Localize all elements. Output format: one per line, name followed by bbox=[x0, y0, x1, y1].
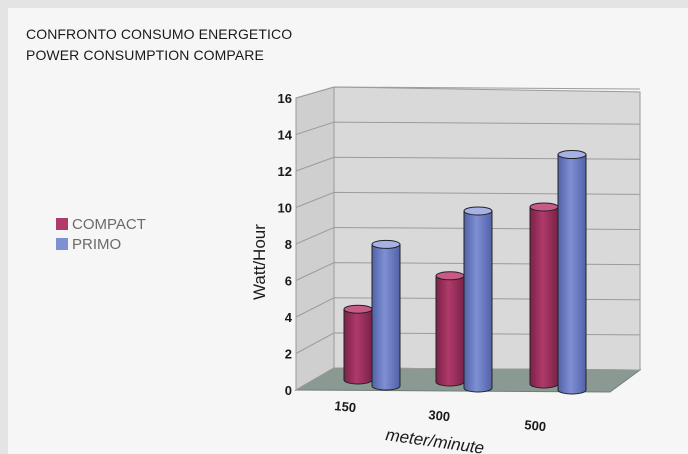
bar-primo-150 bbox=[371, 239, 401, 391]
legend-swatch-compact bbox=[56, 218, 68, 230]
legend-item-compact: COMPACT bbox=[56, 214, 146, 234]
bar-body bbox=[463, 210, 493, 393]
y-tick-label: 8 bbox=[285, 237, 292, 252]
title-italian: CONFRONTO CONSUMO ENERGETICO bbox=[26, 26, 293, 42]
bar-top bbox=[463, 206, 493, 216]
chart-legend: COMPACT PRIMO bbox=[56, 214, 146, 254]
bar-top bbox=[343, 304, 373, 314]
x-axis-label: meter/minute bbox=[384, 425, 485, 454]
y-tick-label: 12 bbox=[278, 164, 292, 179]
y-tick-label: 10 bbox=[278, 201, 292, 216]
bar-body bbox=[529, 206, 559, 389]
bar-top bbox=[529, 202, 559, 212]
title-english: POWER CONSUMPTION COMPARE bbox=[26, 47, 264, 63]
bar-compact-500 bbox=[529, 202, 559, 389]
x-tick-label: 500 bbox=[524, 417, 547, 434]
bar-body bbox=[343, 308, 373, 385]
legend-item-primo: PRIMO bbox=[56, 234, 146, 254]
chart-titles: CONFRONTO CONSUMO ENERGETICO POWER CONSU… bbox=[26, 24, 292, 66]
bar-body bbox=[557, 154, 587, 395]
legend-swatch-primo bbox=[56, 238, 68, 250]
gridline bbox=[295, 156, 641, 172]
legend-label-compact: COMPACT bbox=[72, 215, 146, 233]
gridline bbox=[295, 86, 641, 99]
legend-label-primo: PRIMO bbox=[72, 235, 122, 253]
bar-top bbox=[557, 150, 587, 160]
gridline bbox=[295, 121, 641, 135]
bar-compact-300 bbox=[435, 271, 465, 387]
bar-body bbox=[435, 275, 465, 387]
y-tick-label: 6 bbox=[285, 274, 292, 289]
bar-compact-150 bbox=[343, 304, 373, 385]
x-tick-label: 300 bbox=[428, 407, 451, 424]
y-axis-label: Watt/Hour bbox=[250, 224, 269, 300]
bar-top bbox=[371, 239, 401, 249]
bar-body bbox=[371, 243, 401, 391]
y-tick-label: 4 bbox=[285, 310, 293, 325]
y-tick-label: 2 bbox=[285, 347, 292, 362]
y-tick-label: 16 bbox=[278, 91, 292, 106]
y-tick-label: 0 bbox=[285, 383, 292, 398]
bar-top bbox=[435, 271, 465, 281]
gridline bbox=[295, 191, 641, 208]
x-tick-label: 150 bbox=[334, 398, 357, 415]
bar-primo-500 bbox=[557, 150, 587, 395]
bar-primo-300 bbox=[463, 206, 493, 393]
y-tick-label: 14 bbox=[278, 128, 293, 143]
